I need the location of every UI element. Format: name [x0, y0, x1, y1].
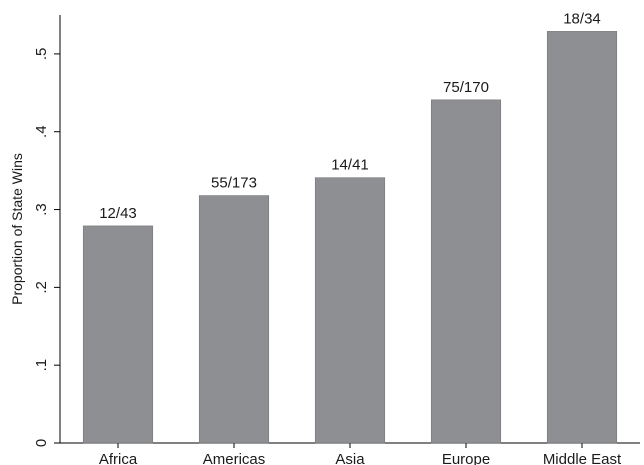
x-tick-label: Middle East — [543, 451, 622, 465]
y-axis-title: Proportion of State Wins — [9, 153, 25, 305]
y-tick-label: .5 — [33, 48, 50, 61]
y-axis: 0 .1 .2 .3 .4 .5 — [33, 15, 61, 447]
data-label: 55/173 — [211, 175, 257, 192]
x-tick-label: Americas — [203, 451, 266, 465]
x-tick-label: Europe — [442, 451, 490, 465]
bar-asia — [314, 177, 386, 444]
labels-group: 12/43 55/173 14/41 75/170 18/34 — [99, 10, 601, 222]
bars-group — [82, 31, 618, 444]
data-label: 18/34 — [563, 10, 601, 27]
y-tick-label: .1 — [33, 359, 50, 372]
data-label: 75/170 — [443, 79, 489, 96]
bar-europe — [430, 99, 502, 444]
y-tick-label: .3 — [33, 203, 50, 216]
y-tick-label: .4 — [33, 125, 50, 138]
bar-americas — [198, 195, 270, 444]
x-tick-label: Africa — [99, 451, 138, 465]
data-label: 12/43 — [99, 205, 137, 222]
y-tick-label: 0 — [33, 439, 50, 447]
bar-middle-east — [546, 31, 618, 444]
y-tick-label: .2 — [33, 281, 50, 294]
x-tick-label: Asia — [335, 451, 365, 465]
x-axis: Africa Americas Asia Europe Middle East — [60, 442, 640, 465]
bar-africa — [82, 225, 154, 444]
data-label: 14/41 — [331, 157, 369, 174]
